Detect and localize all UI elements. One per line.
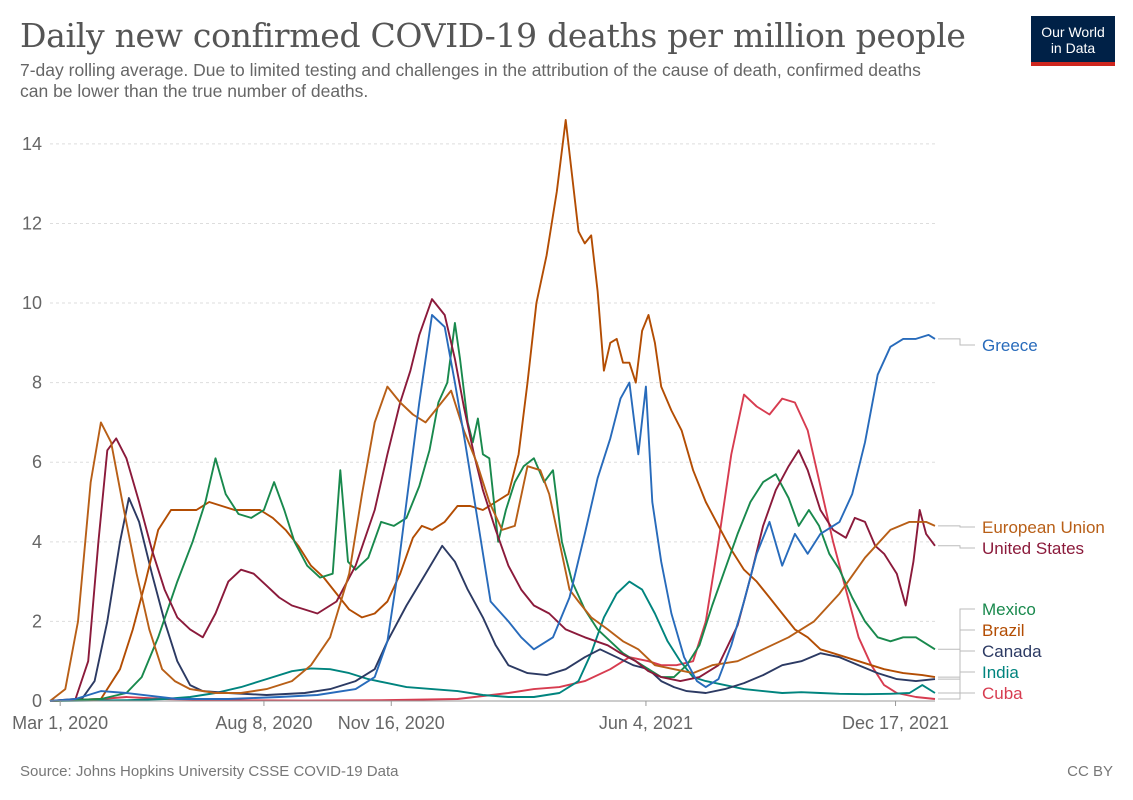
y-tick-label: 0	[32, 691, 42, 711]
series-line-cuba[interactable]	[49, 393, 936, 702]
legend-label-greece[interactable]: Greece	[982, 336, 1038, 355]
legend-leader-line	[938, 650, 975, 680]
legend: Greece European Union United States Mexico B…	[938, 336, 1105, 703]
x-tick-label: Jun 4, 2021	[599, 713, 693, 733]
legend-label-european-union[interactable]: European Union	[982, 518, 1105, 537]
y-tick-label: 10	[22, 293, 42, 313]
x-tick-label: Dec 17, 2021	[842, 713, 949, 733]
legend-leader-line	[938, 629, 975, 678]
series-line-united-states[interactable]	[49, 298, 936, 702]
legend-label-mexico[interactable]: Mexico	[982, 600, 1036, 619]
legend-leader-line	[938, 608, 975, 650]
x-axis: Mar 1, 2020 Aug 8, 2020 Nov 16, 2020 Jun 4,…	[12, 700, 949, 733]
logo-line-1: Our World	[1041, 24, 1105, 40]
chart-title: Daily new confirmed COVID-19 deaths per …	[20, 16, 966, 55]
series-line-european-union[interactable]	[49, 385, 936, 702]
logo-line-2: in Data	[1050, 40, 1096, 56]
x-tick-label: Nov 16, 2020	[338, 713, 445, 733]
legend-leader-line	[938, 545, 975, 549]
y-axis: 0 2 4 6 8 10 12 14	[22, 134, 42, 711]
series-line-brazil[interactable]	[49, 119, 936, 702]
y-tick-label: 6	[32, 452, 42, 472]
y-tick-label: 8	[32, 373, 42, 393]
owid-logo[interactable]: Our World in Data	[1031, 16, 1115, 66]
legend-leader-line	[938, 338, 975, 346]
legend-leader-line	[938, 671, 975, 694]
legend-leader-line	[938, 525, 975, 528]
legend-label-united-states[interactable]: United States	[982, 539, 1084, 558]
y-tick-label: 14	[22, 134, 42, 154]
grid-lines	[50, 143, 935, 622]
series-lines	[49, 119, 936, 702]
series-line-canada[interactable]	[49, 497, 936, 702]
y-tick-label: 2	[32, 611, 42, 631]
license-link[interactable]: CC BY	[1067, 763, 1113, 780]
y-tick-label: 12	[22, 213, 42, 233]
legend-label-cuba[interactable]: Cuba	[982, 684, 1023, 703]
legend-label-canada[interactable]: Canada	[982, 642, 1042, 661]
legend-label-brazil[interactable]: Brazil	[982, 621, 1025, 640]
series-line-mexico[interactable]	[49, 322, 936, 702]
x-tick-label: Aug 8, 2020	[215, 713, 312, 733]
series-line-india[interactable]	[49, 580, 936, 702]
legend-label-india[interactable]: India	[982, 663, 1019, 682]
x-tick-label: Mar 1, 2020	[12, 713, 108, 733]
legend-leader-line	[938, 692, 975, 700]
series-line-greece[interactable]	[49, 314, 936, 702]
y-tick-label: 4	[32, 532, 42, 552]
chart-subtitle: 7-day rolling average. Due to limited te…	[20, 60, 921, 101]
source-note[interactable]: Source: Johns Hopkins University CSSE CO…	[20, 763, 399, 780]
